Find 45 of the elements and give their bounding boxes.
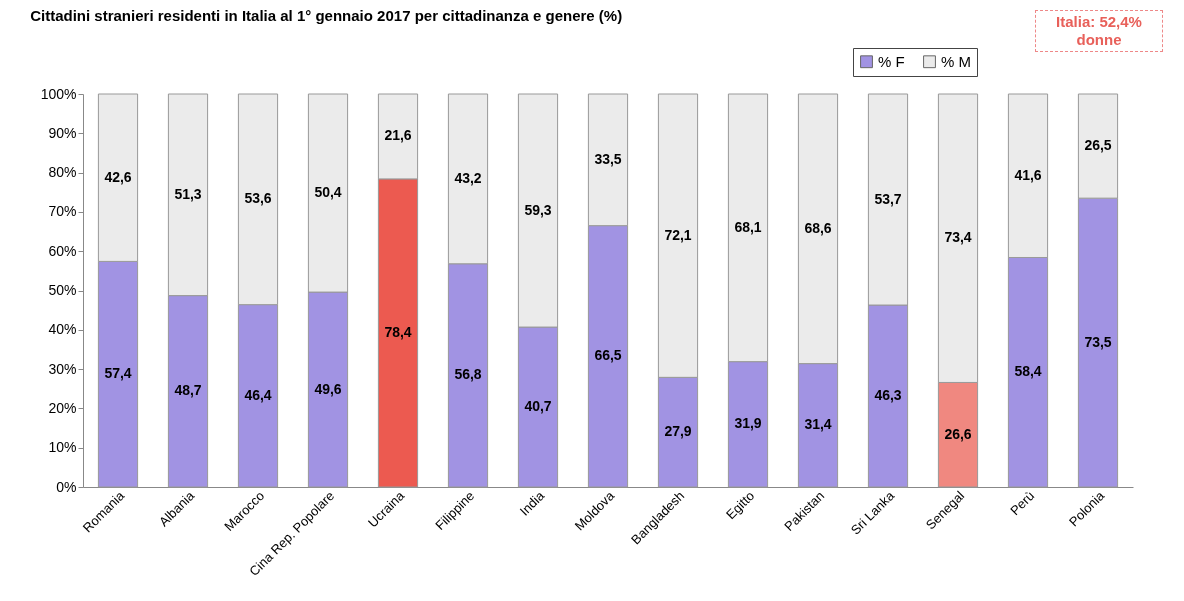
data-label: 26,6 xyxy=(944,425,972,442)
y-tick-label: 50% xyxy=(48,282,77,298)
data-label: 42,6 xyxy=(104,168,132,185)
data-label: 56,8 xyxy=(454,366,482,383)
data-label: 51,3 xyxy=(174,185,202,202)
data-label: 57,4 xyxy=(104,365,132,382)
data-label: 46,4 xyxy=(244,386,272,403)
y-tick-label: 100% xyxy=(40,85,77,102)
data-label: 49,6 xyxy=(314,380,342,397)
data-label: 21,6 xyxy=(384,127,412,144)
y-tick-label: 60% xyxy=(48,242,77,259)
legend-label: % M xyxy=(941,52,971,70)
data-label: 53,7 xyxy=(874,190,902,207)
data-label: 78,4 xyxy=(384,323,412,340)
data-label: 41,6 xyxy=(1014,166,1042,183)
data-label: 73,5 xyxy=(1084,333,1112,350)
y-tick-label: 30% xyxy=(48,360,77,377)
data-label: 68,6 xyxy=(804,219,832,236)
y-tick-label: 0% xyxy=(56,478,77,495)
data-label: 58,4 xyxy=(1014,363,1042,380)
data-label: 33,5 xyxy=(594,150,622,167)
data-label: 72,1 xyxy=(664,226,692,243)
data-label: 43,2 xyxy=(454,169,482,186)
y-tick-label: 10% xyxy=(48,439,77,456)
text: Italia: 52,4% donne xyxy=(1055,13,1143,49)
data-label: 50,4 xyxy=(314,184,342,201)
y-tick-label: 40% xyxy=(48,321,77,338)
chart-title: Cittadini stranieri residenti in Italia al 1° gennaio 2017 per cittadinanza e genere (%) xyxy=(30,6,623,24)
y-tick-label: 80% xyxy=(48,164,77,181)
data-label: 48,7 xyxy=(174,382,202,399)
y-tick-label: 20% xyxy=(48,399,77,416)
y-tick-label: 90% xyxy=(48,124,77,141)
data-label: 68,1 xyxy=(734,218,762,235)
data-label: 40,7 xyxy=(524,398,552,415)
data-label: 59,3 xyxy=(524,201,552,218)
data-label: 46,3 xyxy=(874,387,902,404)
data-label: 26,5 xyxy=(1084,137,1112,154)
data-label: 31,4 xyxy=(804,416,832,433)
data-label: 66,5 xyxy=(594,347,622,364)
data-label: 31,9 xyxy=(734,415,762,432)
y-tick-label: 70% xyxy=(48,203,77,220)
data-label: 73,4 xyxy=(944,229,972,246)
data-label: 27,9 xyxy=(664,423,692,440)
legend-label: % F xyxy=(878,52,905,70)
data-label: 53,6 xyxy=(244,190,272,207)
